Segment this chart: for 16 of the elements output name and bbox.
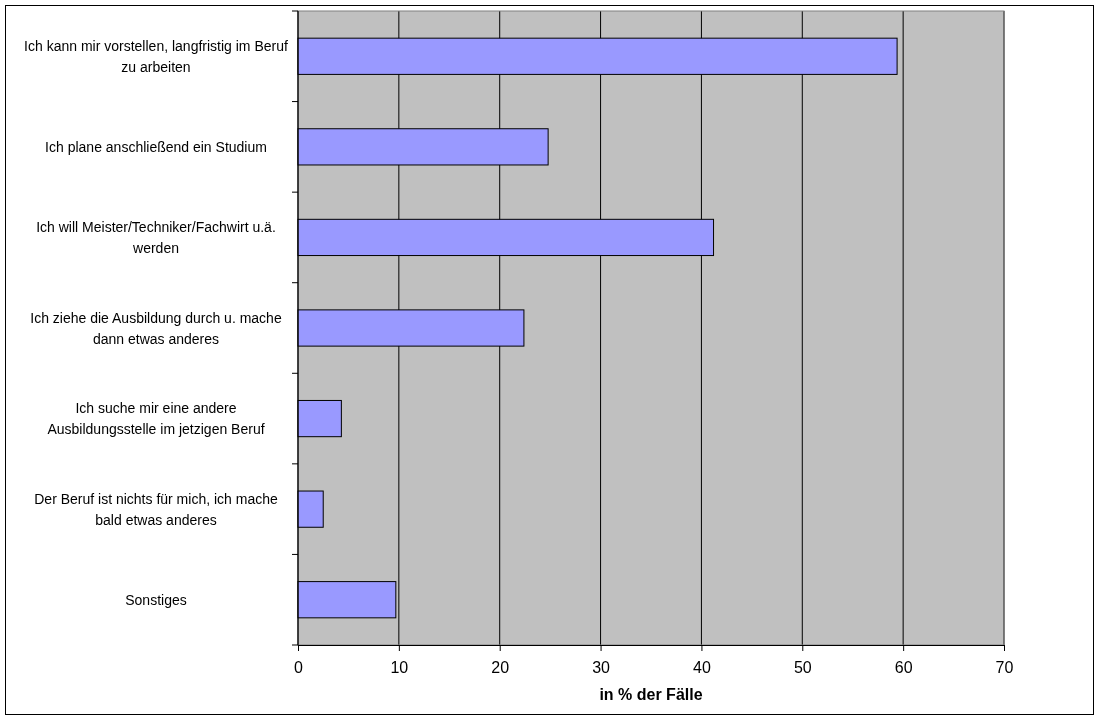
y-tick-label: Der Beruf ist nichts für mich, ich mache bald etwas anderes: [34, 490, 278, 528]
x-tick-label: 40: [693, 659, 711, 677]
y-tick-label: Ich ziehe die Ausbildung durch u. mache dann etwas anderes: [30, 309, 282, 347]
y-tick-label: Sonstiges: [125, 591, 187, 608]
x-tick-label: 60: [894, 659, 913, 677]
y-tick-label: Ich kann mir vorstellen, langfristig im Beruf zu arbeiten: [24, 37, 288, 75]
x-tick-label: 20: [491, 659, 510, 677]
x-axis-title: in % der Fälle: [599, 686, 703, 703]
y-tick-label: Ich plane anschließend ein Studium: [45, 138, 267, 155]
y-tick-label: Ich suche mir eine andere Ausbildungsstelle im jetzigen Beruf: [47, 400, 265, 438]
x-tick-label: 0: [294, 659, 304, 677]
x-tick-label: 50: [793, 659, 812, 677]
x-tick-label: 10: [390, 659, 409, 677]
x-tick-label: 70: [995, 659, 1014, 677]
x-tick-label: 30: [592, 659, 611, 677]
y-tick-label: Ich will Meister/Techniker/Fachwirt u.ä. werden: [36, 218, 276, 256]
